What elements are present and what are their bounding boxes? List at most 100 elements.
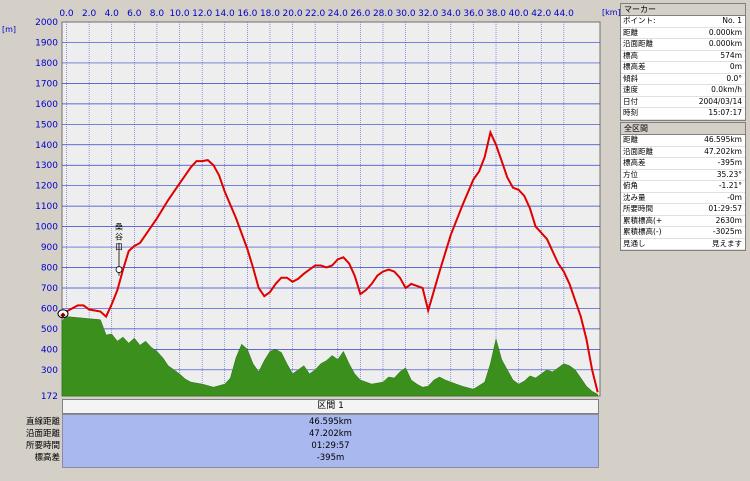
panel-row-key: 沿面距離 <box>623 39 653 48</box>
elevation-line <box>61 129 599 393</box>
panel-row: 速度 0.0km/h <box>621 85 745 97</box>
x-tick-label: 26.0 <box>350 9 370 19</box>
x-tick-label: 8.0 <box>150 9 165 19</box>
panel-row: 標高差 0m <box>621 62 745 74</box>
x-tick-label: 2.0 <box>82 9 97 19</box>
panel-row: 見通し 見えます <box>621 239 745 250</box>
summary-values: 46.595km 47.202km 01:29:57 -395m <box>62 414 599 468</box>
panel-row-key: 傾斜 <box>623 73 638 83</box>
x-tick-label: 6.0 <box>127 9 142 19</box>
summary-value: -395m <box>316 453 345 463</box>
y-tick-label: 700 <box>41 284 58 294</box>
x-tick-label: 34.0 <box>441 9 461 19</box>
summary-labels: 直線距離 沿面距離 所要時間 標高差 <box>0 416 60 464</box>
y-tick-label: 1600 <box>35 100 58 110</box>
marker-panel-title: マーカー <box>621 4 745 16</box>
panel-row-key: 所要時間 <box>623 204 653 213</box>
panel-row-key: ポイント: <box>623 16 656 25</box>
panel-row-key: 距離 <box>623 27 638 37</box>
y-unit-label: [m] <box>2 25 16 34</box>
x-tick-label: 4.0 <box>105 9 120 19</box>
panel-row-value: 35.23° <box>716 169 742 179</box>
panel-row-value: -0m <box>727 192 742 202</box>
panel-row-value: 0.000km <box>708 39 742 48</box>
x-tick-label: 12.0 <box>192 9 212 19</box>
section-rows: 距離 46.595km 沿面距離 47.202km 標高差 -395m 方位 35.23° 俯角… <box>621 135 745 250</box>
summary-value: 46.595km <box>309 417 352 427</box>
y-tick-label: 2000 <box>35 18 58 28</box>
panel-row: 時刻 15:07:17 <box>621 108 745 120</box>
panel-row-value: 0.0° <box>726 73 742 83</box>
panel-row-key: 速度 <box>623 85 638 94</box>
x-tick-label: 22.0 <box>305 9 325 19</box>
section-panel: 全区間 距離 46.595km 沿面距離 47.202km 標高差 -395m 方位 35.2… <box>620 122 746 251</box>
panel-row: 沿面距離 47.202km <box>621 146 745 158</box>
point-label-char: 口 <box>115 243 123 252</box>
panel-row: 標高差 -395m <box>621 158 745 170</box>
panel-row-key: 標高差 <box>623 158 646 167</box>
y-tick-label: 172 <box>41 392 58 402</box>
point-marker-icon[interactable] <box>115 266 123 273</box>
y-tick-labels: 2000 1900 1800 1700 1600 1500 1400 1300 1200 1100… <box>35 18 58 402</box>
panel-row: 沿面距離 0.000km <box>621 39 745 51</box>
summary-value: 47.202km <box>309 429 352 439</box>
x-tick-label: 40.0 <box>509 9 529 19</box>
panel-row-value: 46.595km <box>704 135 742 144</box>
start-marker-glyph: ◆ <box>60 311 66 319</box>
x-tick-label: 16.0 <box>237 9 257 19</box>
x-tick-label: 10.0 <box>170 9 190 19</box>
start-marker-icon[interactable] <box>57 309 69 319</box>
y-tick-label: 1000 <box>35 223 58 233</box>
y-tick-label: 900 <box>41 243 58 253</box>
panel-row: 累積標高(+) 2630m <box>621 216 745 227</box>
panel-row-key: 時刻 <box>623 108 638 117</box>
panel-row: 日付 2004/03/14 <box>621 97 745 108</box>
panel-row-key: 沿面距離 <box>623 146 653 156</box>
panel-row-key: 累積標高(-) <box>623 227 662 236</box>
y-tick-label: 1300 <box>35 161 58 171</box>
panel-row-value: 0.0km/h <box>711 85 742 94</box>
panel-row: 所要時間 01:29:57 <box>621 204 745 216</box>
panel-row-key: 方位 <box>623 169 638 179</box>
marker-panel: マーカー ポイント: No. 1 距離 0.000km 沿面距離 0.000km 標高 574… <box>620 3 746 121</box>
marker-rows: ポイント: No. 1 距離 0.000km 沿面距離 0.000km 標高 574m 標高差 0… <box>621 16 745 120</box>
point-label-char: 谷 <box>115 233 123 242</box>
x-tick-label: 24.0 <box>328 9 348 19</box>
summary-label: 直線距離 <box>25 417 60 427</box>
section-panel-title: 全区間 <box>621 123 745 135</box>
panel-row: 俯角 -1.21° <box>621 181 745 193</box>
y-tick-label: 400 <box>41 345 58 355</box>
point-label-char: 桑 <box>115 222 123 232</box>
panel-row-value: 15:07:17 <box>708 108 742 117</box>
summary-value: 01:29:57 <box>311 441 350 451</box>
summary-label: 標高差 <box>34 453 60 463</box>
plot-area <box>61 21 601 397</box>
x-tick-label: 42.0 <box>531 9 551 19</box>
y-tick-label: 1800 <box>35 59 58 69</box>
panel-row: ポイント: No. 1 <box>621 16 745 28</box>
x-tick-label: 32.0 <box>418 9 438 19</box>
y-tick-label: 1500 <box>35 120 58 130</box>
x-unit-label: [km] <box>602 8 621 17</box>
y-tick-label: 1400 <box>35 141 58 151</box>
panel-row-key: 標高 <box>623 50 638 60</box>
panel-row: 標高 574m <box>621 50 745 62</box>
panel-row: 沈み量 -0m <box>621 192 745 204</box>
panel-row-value: 0.000km <box>708 27 742 37</box>
x-tick-label: 18.0 <box>260 9 280 19</box>
panel-row-value: -395m <box>717 158 742 167</box>
panel-row-value: -1.21° <box>718 181 742 190</box>
panel-row: 方位 35.23° <box>621 169 745 181</box>
section-tab[interactable]: 区間 1 <box>62 399 599 414</box>
panel-row-value: No. 1 <box>722 16 742 25</box>
x-tick-label: 44.0 <box>554 9 574 19</box>
y-tick-label: 300 <box>41 366 58 376</box>
panel-row-value: 47.202km <box>704 146 742 156</box>
y-tick-label: 500 <box>41 325 58 335</box>
panel-row: 距離 46.595km <box>621 135 745 147</box>
y-tick-label: 1100 <box>35 202 58 212</box>
y-tick-label: 1700 <box>35 79 58 89</box>
x-tick-label: 28.0 <box>373 9 393 19</box>
panel-row-value: 574m <box>720 50 742 60</box>
